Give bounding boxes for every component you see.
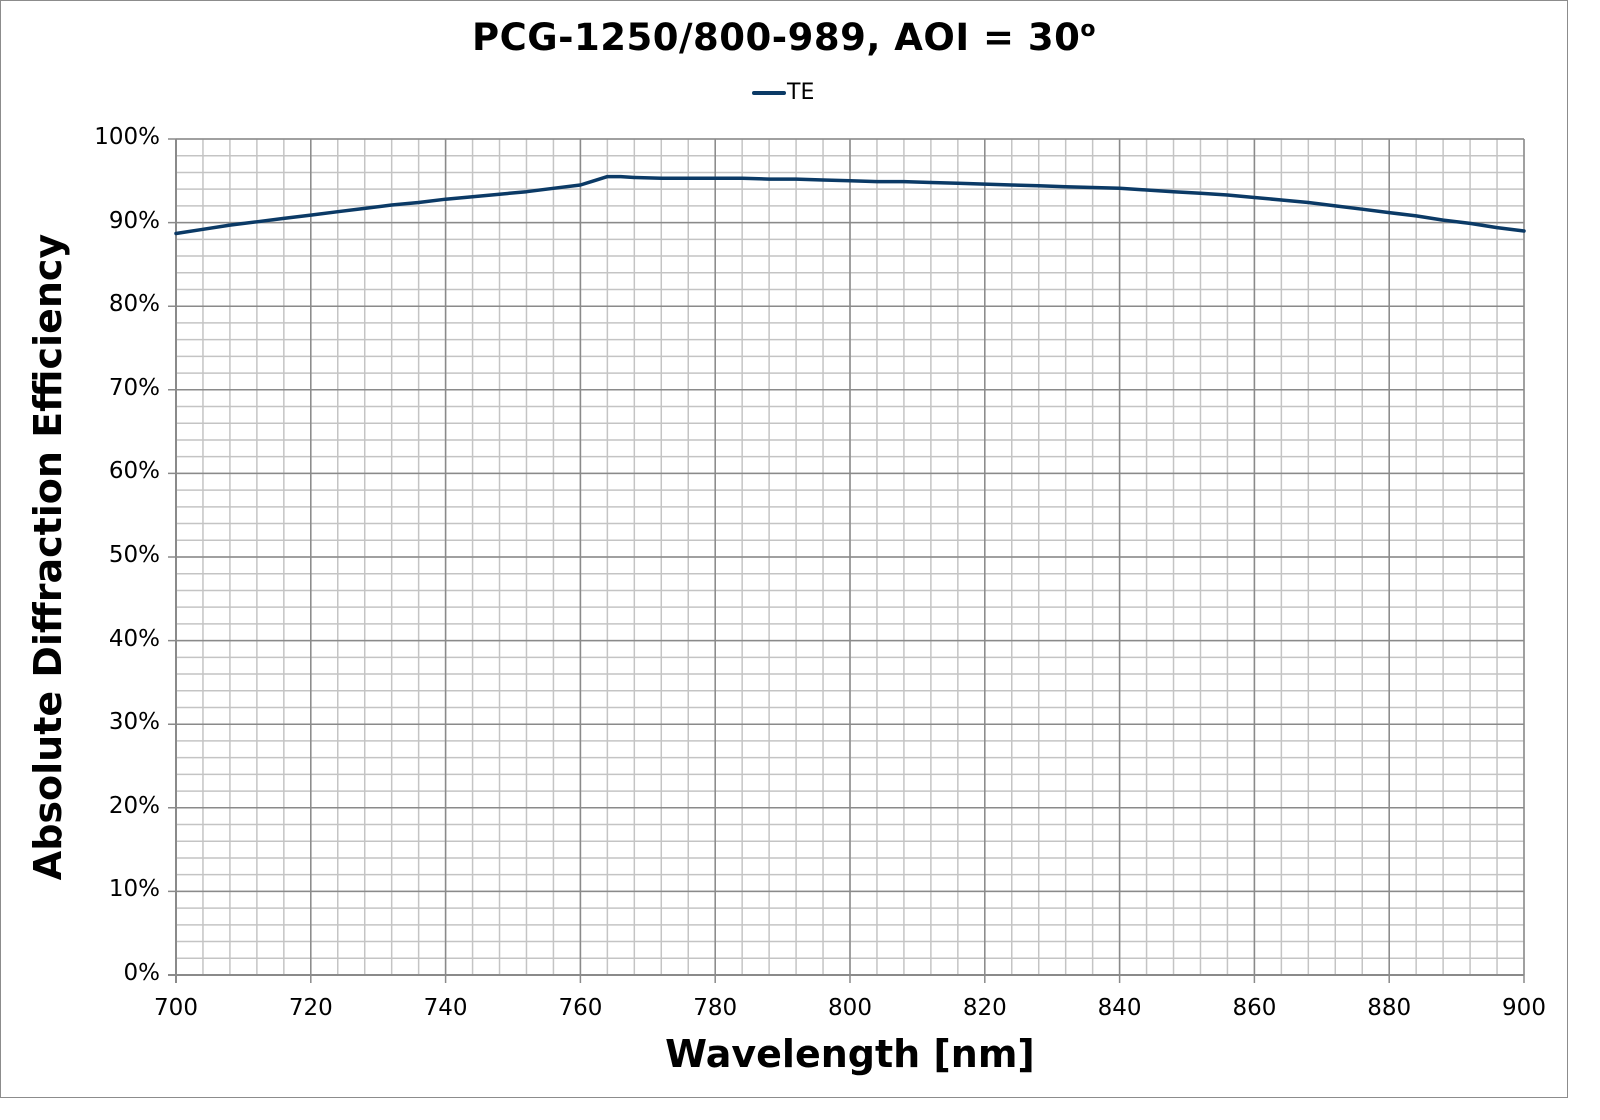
y-tick-label: 90%	[108, 207, 160, 234]
chart-frame	[0, 0, 1568, 1098]
legend: TE	[752, 80, 814, 105]
y-tick-label: 10%	[108, 876, 160, 903]
chart-title: PCG-1250/800-989, AOI = 30o	[472, 16, 1096, 59]
axes	[168, 139, 1524, 983]
x-tick-label: 880	[1367, 995, 1412, 1021]
x-tick-label: 860	[1232, 995, 1277, 1021]
x-axis-label: Wavelength [nm]	[665, 1032, 1035, 1076]
y-axis-label: Absolute Diffraction Efficiency	[26, 233, 70, 881]
legend-te-swatch-icon	[752, 90, 786, 95]
legend-te-label: TE	[787, 80, 815, 105]
y-tick-label: 100%	[94, 124, 160, 150]
x-tick-label: 900	[1502, 995, 1546, 1021]
y-tick-label: 80%	[108, 291, 160, 318]
y-tick-label: 30%	[108, 709, 160, 736]
y-tick-label: 60%	[108, 458, 160, 485]
x-tick-label: 840	[1097, 995, 1142, 1021]
x-tick-label: 700	[154, 995, 198, 1021]
x-tick-label: 800	[828, 995, 872, 1021]
x-tick-label: 720	[288, 995, 333, 1021]
x-tick-label: 740	[423, 995, 468, 1021]
te-series-line	[174, 174, 1526, 236]
x-tick-label: 780	[693, 995, 738, 1021]
degree-superscript: o	[1080, 17, 1096, 42]
x-tick-label: 820	[962, 995, 1007, 1021]
y-tick-label: 0%	[123, 960, 161, 986]
y-tick-label: 70%	[108, 374, 160, 401]
y-tick-label: 40%	[108, 625, 160, 652]
y-tick-label: 20%	[108, 792, 160, 819]
x-tick-label: 760	[558, 995, 603, 1021]
major-gridlines	[168, 138, 1525, 983]
y-tick-label: 50%	[108, 542, 160, 568]
